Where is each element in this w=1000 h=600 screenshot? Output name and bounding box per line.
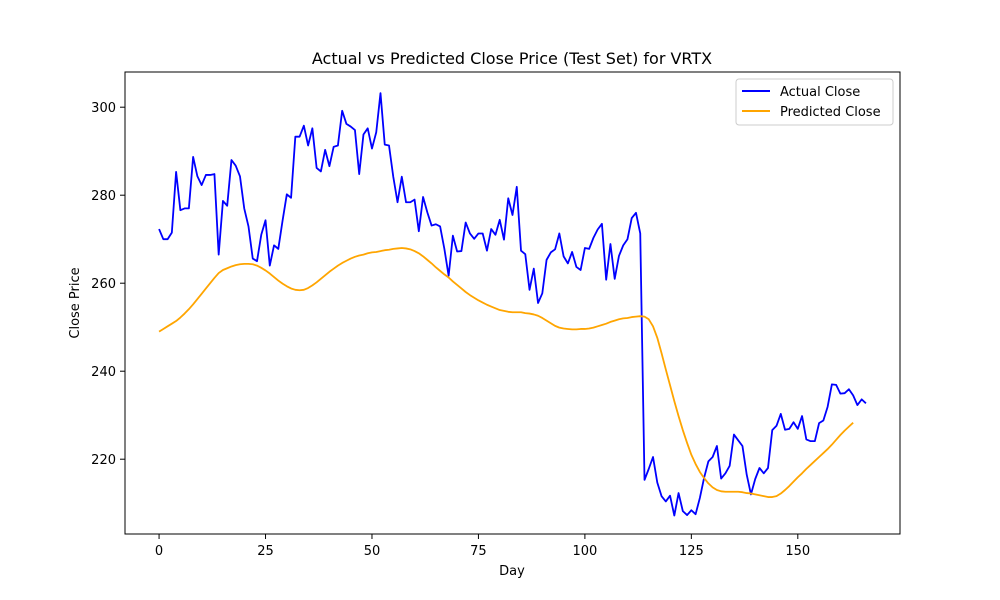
x-axis-ticks: 0 25 50 75 100 125 150 bbox=[155, 534, 810, 559]
legend-label-predicted-close: Predicted Close bbox=[780, 105, 881, 120]
series-line-actual-close bbox=[158, 92, 867, 517]
series-layer bbox=[158, 92, 867, 517]
y-axis-ticks: 220 240 260 280 300 bbox=[91, 101, 125, 468]
x-axis-label: Day bbox=[499, 564, 525, 579]
y-tick-label: 220 bbox=[91, 453, 116, 468]
x-tick-label: 75 bbox=[470, 544, 487, 559]
chart-title: Actual vs Predicted Close Price (Test Se… bbox=[312, 49, 712, 68]
y-tick-label: 240 bbox=[91, 365, 116, 380]
y-tick-label: 280 bbox=[91, 189, 116, 204]
legend-label-actual-close: Actual Close bbox=[780, 85, 860, 100]
y-tick-label: 260 bbox=[91, 277, 116, 292]
plot-area-frame bbox=[124, 71, 901, 535]
x-tick-label: 150 bbox=[785, 544, 810, 559]
y-axis-label: Close Price bbox=[68, 267, 83, 338]
x-tick-label: 50 bbox=[364, 544, 381, 559]
series-line-predicted-close bbox=[158, 247, 854, 498]
x-tick-label: 0 bbox=[155, 544, 163, 559]
legend-box bbox=[735, 78, 894, 126]
y-tick-label: 300 bbox=[91, 101, 116, 116]
x-tick-label: 125 bbox=[679, 544, 704, 559]
legend: Actual Close Predicted Close bbox=[735, 78, 894, 126]
x-tick-label: 100 bbox=[572, 544, 597, 559]
x-tick-label: 25 bbox=[257, 544, 274, 559]
